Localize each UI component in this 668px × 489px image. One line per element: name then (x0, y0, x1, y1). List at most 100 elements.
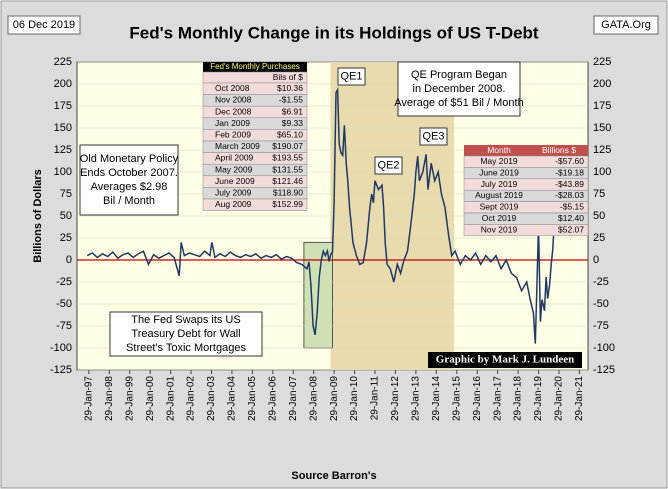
date-label: 06 Dec 2019 (13, 19, 75, 31)
source-box (593, 15, 659, 35)
date-box (7, 15, 81, 35)
y-tick-label: 0 (66, 254, 72, 266)
qe2-box (374, 156, 403, 175)
x-tick-label: 29-Jan-02 (186, 376, 197, 421)
x-tick-label: 29-Jan-14 (431, 376, 442, 421)
x-tick-label: 29-Jan-03 (206, 376, 217, 421)
y2-tick-label: -75 (593, 320, 609, 332)
y2-tick-label: 225 (593, 56, 611, 68)
x-tick-label: 29-Jan-05 (247, 376, 258, 421)
right-table-value: $52.07 (558, 224, 584, 234)
qe2-text: QE2 (377, 159, 399, 171)
y-tick-label: 25 (60, 232, 72, 244)
right-table-value: -$43.89 (555, 179, 584, 189)
y2-tick-label: -25 (593, 276, 609, 288)
left-table-row (202, 198, 308, 211)
right-table-value: -$28.03 (555, 190, 584, 200)
left-table-subtitle: Bils of $ (273, 72, 304, 82)
left-table-month: May 2009 (215, 164, 253, 174)
x-tick-label: 29-Jan-21 (574, 376, 585, 421)
qe-began-text: Average of $51 Bil / Month (394, 97, 523, 109)
left-table-month: June 2009 (215, 176, 255, 186)
right-table-month: Sept 2019 (480, 202, 519, 212)
y2-tick-label: 50 (593, 210, 605, 222)
left-table-title: Fed's Monthly Purchases (210, 62, 300, 71)
right-table-month: June 2019 (479, 167, 519, 177)
right-table-value: $12.40 (558, 213, 584, 223)
x-tick-label: 29-Jan-10 (349, 376, 360, 421)
left-table-value: $121.46 (272, 176, 303, 186)
x-tick-label: 29-Jan-08 (308, 376, 319, 421)
y-tick-label: -50 (56, 298, 72, 310)
x-tick-label: 29-Jan-20 (554, 376, 565, 421)
left-table-value: $10.36 (277, 83, 303, 93)
left-table-month: July 2009 (215, 187, 252, 197)
chart-title: Fed's Monthly Change in its Holdings of … (129, 23, 539, 42)
y-tick-label: -125 (50, 364, 72, 376)
left-table-month: Oct 2008 (215, 83, 250, 93)
credit: Graphic by Mark J. Lundeen (436, 354, 574, 366)
x-tick-label: 29-Jan-00 (145, 376, 156, 421)
x-tick-label: 29-Jan-15 (451, 376, 462, 421)
swap-box (109, 311, 263, 357)
y-tick-label: -75 (56, 320, 72, 332)
old-policy-box (79, 144, 179, 216)
y-tick-label: 150 (54, 122, 72, 134)
x-tick-label: 29-Jan-98 (104, 376, 115, 421)
swap-text: Treasury Debt for Wall (131, 328, 240, 340)
left-table-value: $152.99 (272, 199, 303, 209)
y2-tick-label: 125 (593, 144, 611, 156)
y2-tick-label: -50 (593, 298, 609, 310)
old-policy-text: Averages $2.98 (91, 181, 168, 193)
right-table-month: July 2019 (481, 179, 518, 189)
left-table-value: $9.33 (282, 118, 304, 128)
old-policy-text: Ends October 2007. (80, 167, 178, 179)
x-tick-label: 29-Jan-17 (492, 376, 503, 421)
y-tick-label: 225 (54, 56, 72, 68)
right-table-month: Nov 2019 (481, 224, 518, 234)
x-tick-label: 29-Jan-99 (124, 376, 135, 421)
y2-tick-label: 200 (593, 78, 611, 90)
x-tick-label: 29-Jan-97 (83, 376, 94, 421)
qe1-text: QE1 (340, 70, 362, 82)
qe3-text: QE3 (422, 130, 444, 142)
qe-began-box (397, 61, 521, 117)
left-table-value: $65.10 (277, 129, 303, 139)
y2-tick-label: 75 (593, 188, 605, 200)
right-table-value: -$57.60 (555, 156, 584, 166)
x-tick-label: 29-Jan-12 (390, 376, 401, 421)
data-line (86, 86, 556, 344)
y2-tick-label: 175 (593, 100, 611, 112)
right-table-month: Oct 2019 (482, 213, 517, 223)
right-table-value: -$5.15 (560, 202, 584, 212)
left-table-month: Aug 2009 (215, 199, 252, 209)
y-tick-label: 200 (54, 78, 72, 90)
y-tick-label: 50 (60, 210, 72, 222)
qe-began-text: QE Program Began (411, 69, 507, 81)
y-tick-label: 75 (60, 188, 72, 200)
right-table-header: Billions $ (542, 145, 576, 155)
x-tick-label: 29-Jan-18 (513, 376, 524, 421)
qe1-box (337, 67, 366, 86)
swap-text: Street's Toxic Mortgages (126, 342, 246, 354)
right-table-row (463, 224, 589, 237)
left-table-month: Nov 2008 (215, 95, 252, 105)
left-table-month: Feb 2009 (215, 129, 251, 139)
old-policy-text: Old Monetary Policy (80, 153, 179, 165)
left-table-value: -$1.55 (279, 95, 303, 105)
credit-box (428, 352, 582, 368)
source-tag: GATA.Org (601, 19, 651, 31)
x-tick-label: 29-Jan-13 (411, 376, 422, 421)
x-tick-label: 29-Jan-06 (267, 376, 278, 421)
old-policy-text: Bil / Month (103, 195, 155, 207)
y2-tick-label: 100 (593, 166, 611, 178)
right-table-header: Month (487, 145, 511, 155)
y-tick-label: -100 (50, 342, 72, 354)
right-table-month: May 2019 (480, 156, 518, 166)
x-tick-label: 29-Jan-07 (288, 376, 299, 421)
y2-tick-label: 25 (593, 232, 605, 244)
y-tick-label: 100 (54, 166, 72, 178)
right-table-value: -$19.18 (555, 167, 584, 177)
left-table-value: $190.07 (272, 141, 303, 151)
